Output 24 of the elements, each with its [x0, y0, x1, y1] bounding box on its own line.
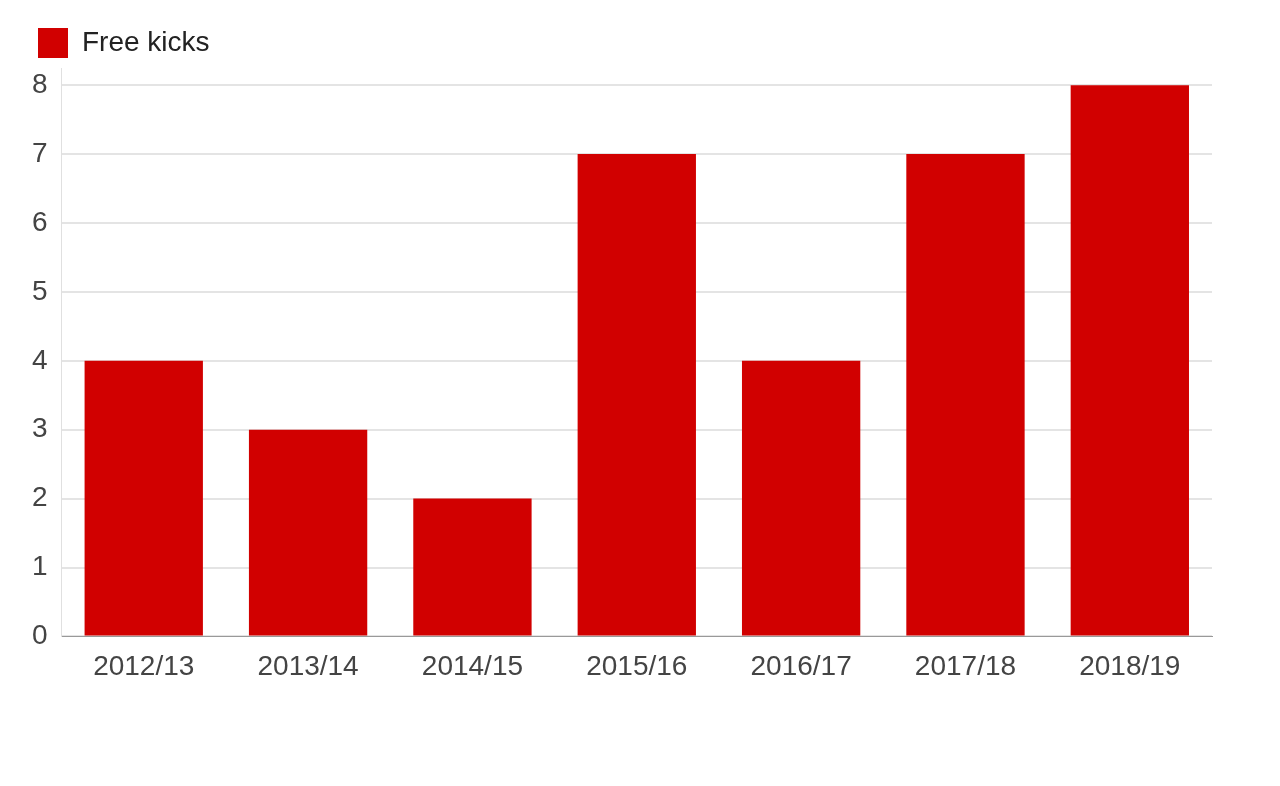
bar — [741, 360, 861, 636]
bar — [413, 498, 532, 636]
y-tick-label: 5 — [31, 274, 48, 306]
legend-label: Free kicks — [82, 25, 210, 57]
bar — [577, 154, 696, 636]
x-tick-label: 2016/17 — [750, 649, 852, 681]
y-tick-label: 8 — [31, 67, 48, 99]
x-tick-label: 2018/19 — [1079, 649, 1181, 681]
y-tick-label: 6 — [31, 205, 48, 237]
y-tick-label: 0 — [31, 619, 48, 651]
x-tick-label: 2017/18 — [914, 649, 1017, 681]
bar — [1070, 85, 1189, 636]
y-tick-label: 2 — [31, 481, 48, 513]
bar — [248, 429, 368, 636]
bar — [906, 154, 1025, 636]
x-tick-label: 2013/14 — [257, 649, 359, 681]
x-tick-label: 2014/15 — [421, 649, 524, 681]
y-tick-label: 1 — [31, 550, 48, 582]
x-tick-label: 2012/13 — [93, 649, 195, 681]
y-tick-label: 7 — [31, 136, 48, 168]
bar — [84, 360, 203, 636]
y-tick-label: 4 — [31, 343, 48, 375]
x-tick-label: 2015/16 — [586, 649, 688, 681]
y-tick-label: 3 — [31, 412, 48, 444]
